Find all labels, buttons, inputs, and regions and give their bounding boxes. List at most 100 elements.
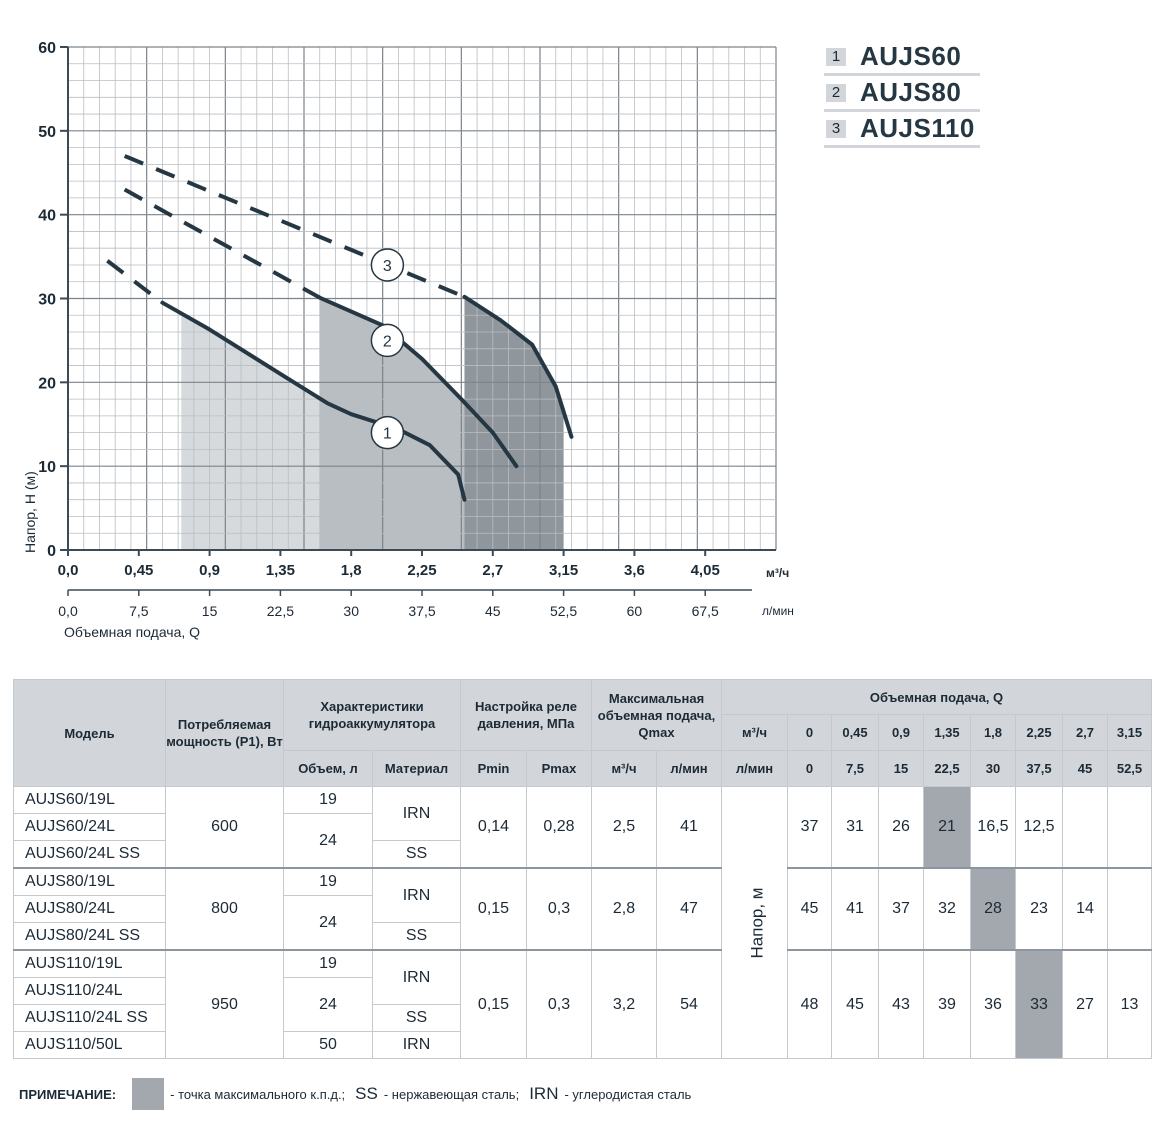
head-value: 37 bbox=[787, 786, 832, 869]
model-name: AUJS80/24L SS bbox=[13, 922, 166, 951]
curve-marker-3 bbox=[370, 248, 405, 282]
head-value: 36 bbox=[970, 949, 1016, 1059]
operating-area-3 bbox=[464, 296, 564, 550]
model-name: AUJS110/24L bbox=[13, 977, 166, 1005]
y-tick-label: 40 bbox=[38, 208, 56, 225]
header-qmax-m3h: м³/ч bbox=[591, 750, 657, 787]
legend-number: 1 bbox=[826, 47, 846, 66]
head-value: 32 bbox=[923, 867, 971, 951]
table-row: AUJS110/50L 50 IRN bbox=[13, 1031, 1152, 1059]
model-name: AUJS110/50L bbox=[13, 1031, 166, 1059]
header-pmax: Pmax bbox=[526, 750, 592, 787]
header-model: Модель bbox=[13, 679, 166, 787]
curve-marker-label: 3 bbox=[383, 258, 392, 275]
head-value: 41 bbox=[831, 867, 879, 951]
tank-material: SS bbox=[372, 840, 461, 869]
y-tick-label: 10 bbox=[38, 459, 56, 476]
x-tick-label: 3,15 bbox=[549, 562, 578, 579]
tank-material: SS bbox=[372, 922, 461, 951]
legend-item-aujs60: 1 AUJS60 bbox=[824, 40, 980, 76]
qmax-m3h-value: 2,5 bbox=[591, 786, 657, 869]
head-value: 45 bbox=[787, 867, 832, 951]
header-flow-m3h-value: 1,35 bbox=[923, 714, 971, 751]
x2-unit-label: л/мин bbox=[762, 604, 794, 618]
head-value bbox=[1107, 867, 1152, 951]
power-value: 950 bbox=[165, 949, 284, 1059]
curve-1-dashed bbox=[106, 259, 164, 305]
head-value: 14 bbox=[1062, 867, 1108, 951]
table-row: AUJS110/24L SS SS bbox=[13, 1004, 1152, 1032]
header-material: Материал bbox=[372, 750, 461, 787]
header-flow-lmin-value: 37,5 bbox=[1015, 750, 1063, 787]
chart-legend: 1 AUJS60 2 AUJS80 3 AUJS110 bbox=[824, 40, 980, 148]
footnote-label: ПРИМЕЧАНИЕ: bbox=[19, 1086, 117, 1102]
qmax-lmin-value: 41 bbox=[656, 786, 722, 869]
x2-tick-label: 30 bbox=[343, 603, 359, 619]
qmax-m3h-value: 3,2 bbox=[591, 949, 657, 1059]
head-value-max-efficiency: 28 bbox=[970, 867, 1016, 951]
legend-item-aujs110: 3 AUJS110 bbox=[824, 112, 980, 148]
x-axis-title: Объемная подача, Q bbox=[64, 624, 200, 640]
header-flow: Объемная подача, Q bbox=[721, 679, 1152, 715]
curve-1 bbox=[160, 300, 467, 502]
tank-volume: 24 bbox=[283, 895, 373, 951]
tank-material: IRN bbox=[372, 867, 461, 923]
pmax-value: 0,3 bbox=[526, 867, 592, 951]
max-efficiency-swatch bbox=[132, 1078, 165, 1110]
footnote: ПРИМЕЧАНИЕ: - точка максимального к.п.д.… bbox=[19, 1077, 691, 1111]
head-value: 27 bbox=[1062, 949, 1108, 1059]
x2-tick-label: 67,5 bbox=[692, 603, 719, 619]
x-tick-label: 0,0 bbox=[58, 562, 79, 579]
header-power: Потребляемая мощность (P1), Вт bbox=[165, 679, 284, 787]
footnote-swatch-text: - точка максимального к.п.д.; bbox=[170, 1086, 346, 1102]
table-row: AUJS80/19L 800 19 IRN 0,15 0,3 2,8 47 45 41 37 32 28… bbox=[13, 867, 1152, 951]
header-flow-lmin-value: 45 bbox=[1062, 750, 1108, 787]
header-pmin: Pmin bbox=[460, 750, 527, 787]
curve-marker-2 bbox=[370, 323, 405, 358]
legend-item-aujs80: 2 AUJS80 bbox=[824, 76, 980, 112]
curve-marker-label: 2 bbox=[383, 333, 392, 350]
footnote-irn-text: - углеродистая сталь bbox=[564, 1086, 692, 1102]
header-relay: Настройка реле давления, МПа bbox=[460, 679, 592, 751]
header-qmax-lmin: л/мин bbox=[656, 750, 722, 787]
header-flow-m3h-value: 0,9 bbox=[878, 714, 924, 751]
x-tick-label: 0,45 bbox=[124, 562, 153, 579]
footnote-ss-code: SS bbox=[355, 1084, 378, 1103]
head-value: 12,5 bbox=[1015, 786, 1063, 869]
header-flow-lmin-value: 52,5 bbox=[1107, 750, 1152, 787]
header-flow-m3h-value: 2,7 bbox=[1062, 714, 1108, 751]
legend-number: 2 bbox=[826, 83, 846, 102]
head-value: 48 bbox=[787, 949, 832, 1059]
table-row: AUJS110/19L 950 19 IRN 0,15 0,3 3,2 54 48 45 43 39 3… bbox=[13, 949, 1152, 1059]
model-name: AUJS110/24L SS bbox=[13, 1004, 166, 1032]
model-name: AUJS80/24L bbox=[13, 895, 166, 923]
table-row: AUJS80/24L 24 bbox=[13, 895, 1152, 951]
table-row: AUJS80/24L SS SS bbox=[13, 922, 1152, 951]
head-label: Напор, м bbox=[721, 786, 788, 1059]
model-name: AUJS60/19L bbox=[13, 786, 166, 814]
x-tick-label: 3,6 bbox=[624, 562, 645, 579]
head-value: 45 bbox=[831, 949, 879, 1059]
x-unit-label: м³/ч bbox=[766, 566, 789, 580]
legend-number: 3 bbox=[826, 119, 846, 138]
legend-model-name: AUJS80 bbox=[860, 77, 962, 107]
x2-tick-label: 52,5 bbox=[550, 603, 577, 619]
tank-material: IRN bbox=[372, 1031, 461, 1059]
head-value bbox=[1107, 786, 1152, 869]
x2-tick-label: 60 bbox=[627, 603, 643, 619]
power-value: 800 bbox=[165, 867, 284, 951]
curve-2 bbox=[317, 295, 519, 469]
tank-material: IRN bbox=[372, 786, 461, 841]
x2-tick-label: 45 bbox=[485, 603, 501, 619]
y-tick-label: 50 bbox=[38, 124, 56, 141]
y-axis-title: Напор, H (м) bbox=[22, 471, 38, 553]
qmax-lmin-value: 47 bbox=[656, 867, 722, 951]
head-value: 43 bbox=[878, 949, 924, 1059]
tank-material: SS bbox=[372, 1004, 461, 1032]
curve-marker-label: 1 bbox=[383, 426, 392, 443]
header-flow-lmin-value: 30 bbox=[970, 750, 1016, 787]
specification-table: Модель Потребляемая мощность (P1), Вт Ха… bbox=[13, 679, 1152, 1059]
pmax-value: 0,3 bbox=[526, 949, 592, 1059]
